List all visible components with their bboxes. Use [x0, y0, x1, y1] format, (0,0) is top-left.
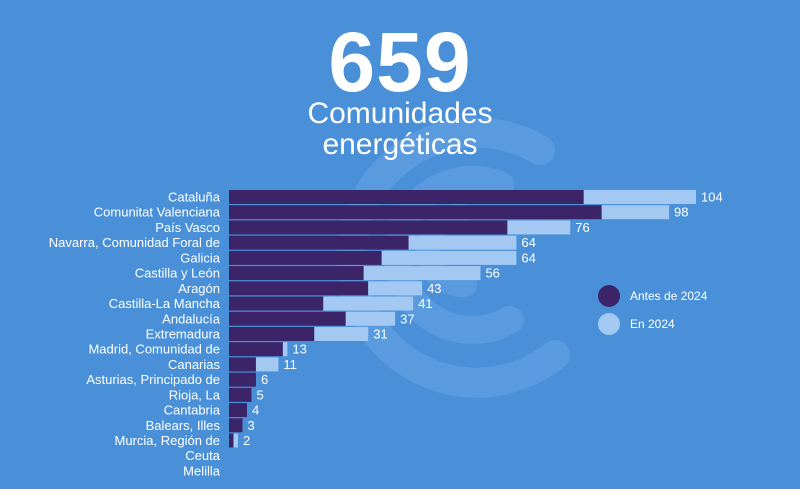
bar-in-2024-cataluna — [583, 190, 696, 204]
bar-before-2024-castilla-y-leon — [229, 266, 364, 281]
value-label-cataluna: 104 — [701, 190, 723, 205]
subtitle-line-1: Comunidades — [307, 97, 493, 130]
bar-in-2024-murcia-region-de — [233, 433, 238, 448]
bar-before-2024-rioja-la — [229, 387, 252, 402]
category-label-aragon: Aragón — [178, 281, 220, 296]
category-label-castilla-y-leon: Castilla y León — [135, 266, 220, 281]
bar-in-2024-canarias — [255, 357, 279, 372]
bar-before-2024-castilla-la-mancha — [229, 296, 324, 311]
value-label-canarias: 11 — [283, 357, 297, 372]
category-label-murcia-region-de: Murcia, Región de — [115, 433, 221, 448]
bar-in-2024-comunitat-valenciana — [601, 205, 670, 220]
bar-in-2024-navarra-comunidad-foral-de — [408, 235, 517, 250]
value-label-castilla-la-mancha: 41 — [418, 296, 432, 311]
bar-in-2024-andalucia — [345, 311, 396, 326]
value-label-rioja-la: 5 — [256, 387, 263, 402]
value-label-castilla-y-leon: 56 — [485, 266, 499, 281]
bar-before-2024-pais-vasco — [229, 220, 508, 235]
bar-in-2024-galicia — [381, 250, 517, 265]
category-label-castilla-la-mancha: Castilla-La Mancha — [109, 296, 221, 311]
category-label-ceuta: Ceuta — [185, 448, 220, 463]
category-label-madrid-comunidad-de: Madrid, Comunidad de — [88, 342, 220, 357]
bar-before-2024-madrid-comunidad-de — [229, 342, 283, 357]
value-label-navarra-comunidad-foral-de: 64 — [521, 235, 535, 250]
bar-before-2024-canarias — [229, 357, 256, 372]
bar-before-2024-cantabria — [229, 403, 247, 418]
bar-before-2024-murcia-region-de — [229, 433, 234, 448]
bar-in-2024-pais-vasco — [507, 220, 571, 235]
category-label-andalucia: Andalucía — [162, 311, 221, 326]
value-label-murcia-region-de: 2 — [243, 433, 250, 448]
bar-in-2024-castilla-y-leon — [363, 266, 481, 281]
bar-before-2024-comunitat-valenciana — [229, 205, 602, 220]
legend-label-before-2024: Antes de 2024 — [630, 289, 708, 303]
bar-in-2024-castilla-la-mancha — [323, 296, 414, 311]
value-label-andalucia: 37 — [400, 311, 414, 326]
category-label-rioja-la: Rioja, La — [169, 387, 221, 402]
value-label-madrid-comunidad-de: 13 — [292, 342, 306, 357]
total-communities-number: 659 — [328, 15, 472, 109]
subtitle-line-2: energéticas — [322, 128, 478, 161]
bar-in-2024-extremadura — [314, 326, 369, 341]
bar-before-2024-galicia — [229, 250, 382, 265]
bar-before-2024-aragon — [229, 281, 369, 296]
category-label-cataluna: Cataluña — [168, 190, 221, 205]
bar-in-2024-aragon — [368, 281, 423, 296]
bar-in-2024-madrid-comunidad-de — [282, 342, 288, 357]
bar-before-2024-navarra-comunidad-foral-de — [229, 235, 409, 250]
value-label-asturias-principado-de: 6 — [261, 372, 268, 387]
category-label-canarias: Canarias — [168, 357, 221, 372]
category-label-galicia: Galicia — [180, 250, 221, 265]
legend-item-in-2024: En 2024 — [598, 312, 707, 336]
chart-legend: Antes de 2024 En 2024 — [598, 284, 707, 340]
bar-before-2024-andalucia — [229, 311, 346, 326]
category-label-comunitat-valenciana: Comunitat Valenciana — [94, 205, 221, 220]
bar-before-2024-cataluna — [229, 190, 584, 204]
value-label-comunitat-valenciana: 98 — [674, 205, 688, 220]
value-label-cantabria: 4 — [252, 403, 259, 418]
legend-label-in-2024: En 2024 — [630, 317, 675, 331]
category-label-extremadura: Extremadura — [146, 326, 221, 341]
category-label-cantabria: Cantabria — [164, 403, 221, 418]
value-label-aragon: 43 — [427, 281, 441, 296]
value-label-balears-illes: 3 — [247, 418, 254, 433]
category-label-asturias-principado-de: Asturias, Principado de — [86, 372, 220, 387]
value-label-galicia: 64 — [521, 250, 535, 265]
legend-swatch-in-2024 — [598, 313, 620, 335]
headline-subtitle: Comunidades energéticas — [0, 98, 800, 160]
category-label-navarra-comunidad-foral-de: Navarra, Comunidad Foral de — [49, 235, 220, 250]
bar-before-2024-extremadura — [229, 326, 315, 341]
legend-item-before-2024: Antes de 2024 — [598, 284, 707, 308]
value-label-pais-vasco: 76 — [575, 220, 589, 235]
category-label-melilla: Melilla — [183, 463, 221, 478]
category-label-balears-illes: Balears, Illes — [146, 418, 221, 433]
bar-before-2024-asturias-principado-de — [229, 372, 256, 387]
category-label-pais-vasco: País Vasco — [155, 220, 220, 235]
value-label-extremadura: 31 — [373, 326, 387, 341]
legend-swatch-before-2024 — [598, 285, 620, 307]
bar-before-2024-balears-illes — [229, 418, 243, 433]
